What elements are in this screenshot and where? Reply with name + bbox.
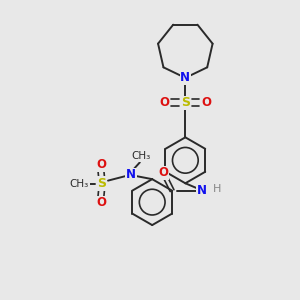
Text: N: N [196, 184, 206, 197]
Text: S: S [181, 96, 190, 110]
Text: N: N [126, 168, 136, 181]
Text: O: O [158, 167, 168, 179]
Text: CH₃: CH₃ [70, 178, 89, 189]
Text: O: O [159, 96, 169, 110]
Text: O: O [96, 158, 106, 171]
Text: N: N [180, 71, 190, 84]
Text: O: O [96, 196, 106, 209]
Text: S: S [97, 177, 106, 190]
Text: CH₃: CH₃ [132, 152, 151, 161]
Text: H: H [213, 184, 221, 194]
Text: O: O [202, 96, 212, 110]
